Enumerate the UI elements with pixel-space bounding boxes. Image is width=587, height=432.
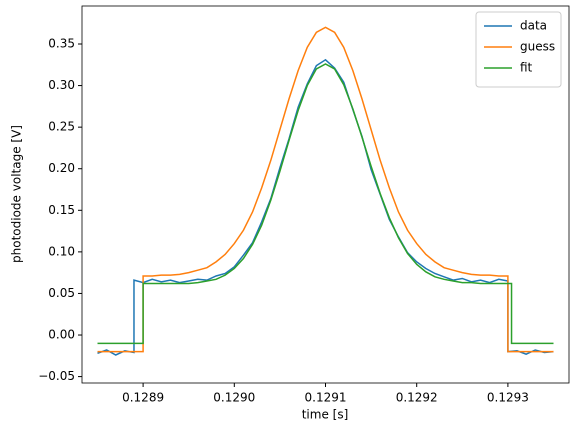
y-tick-label: 0.10	[48, 244, 75, 258]
legend-label: data	[520, 19, 547, 33]
legend-label: fit	[520, 61, 533, 75]
x-tick-label: 0.1291	[305, 391, 347, 405]
y-tick-label: 0.05	[48, 286, 75, 300]
y-tick-label: 0.15	[48, 203, 75, 217]
legend-label: guess	[520, 40, 555, 54]
y-tick-label: 0.00	[48, 328, 75, 342]
series-line	[97, 58, 554, 356]
x-tick-label: 0.1293	[487, 391, 529, 405]
x-tick-label: 0.1290	[213, 391, 255, 405]
y-tick-label: 0.35	[48, 36, 75, 50]
y-tick-label: 0.25	[48, 120, 75, 134]
x-axis-label: time [s]	[302, 408, 349, 422]
y-tick-label: 0.30	[48, 78, 75, 92]
y-tick-label: 0.20	[48, 161, 75, 175]
plot-frame	[81, 5, 570, 384]
series-line	[97, 26, 554, 353]
y-axis-label: photodiode voltage [V]	[10, 125, 24, 263]
x-tick-label: 0.1289	[122, 391, 164, 405]
series-line	[97, 63, 554, 345]
y-tick-label: −0.05	[38, 369, 75, 383]
x-tick-label: 0.1292	[396, 391, 438, 405]
